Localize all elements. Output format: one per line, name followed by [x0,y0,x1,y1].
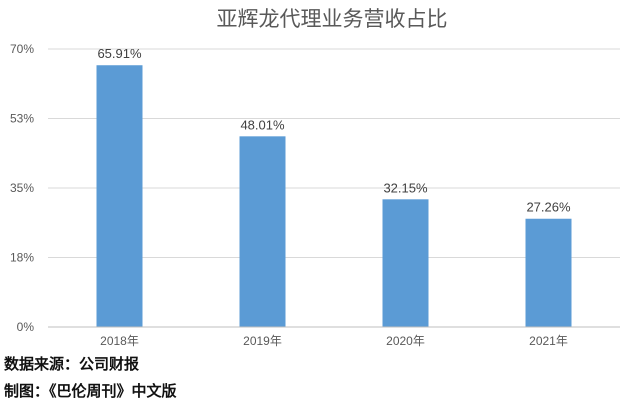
x-tick-label: 2018年 [100,334,139,348]
data-source-note: 数据来源：公司财报 [4,355,140,373]
data-label-3: 32.15% [383,180,428,195]
data-label-1: 65.91% [97,46,142,61]
chart-credit-note: 制图：《巴伦周刊》中文版 [4,382,177,400]
x-tick-label: 2021年 [529,334,568,348]
bar-chart: 亚辉龙代理业务营收占比 0% 18% 35% 53% 70% 65.91% 2018年 48.… [10,7,620,348]
x-tick-label: 2019年 [243,334,282,348]
y-tick-label: 18% [10,251,34,265]
y-tick-label: 35% [10,181,34,195]
bar-1 [96,65,143,328]
bar-2 [239,136,286,327]
y-tick-label: 70% [10,42,34,56]
bar-3 [382,199,429,327]
x-tick-label: 2020年 [386,334,425,348]
data-label-2: 48.01% [240,117,285,132]
chart-title: 亚辉龙代理业务营收占比 [217,7,448,31]
bar-4 [525,218,572,327]
data-label-4: 27.26% [526,200,571,215]
y-tick-label: 53% [10,112,34,126]
y-tick-label: 0% [17,320,35,334]
